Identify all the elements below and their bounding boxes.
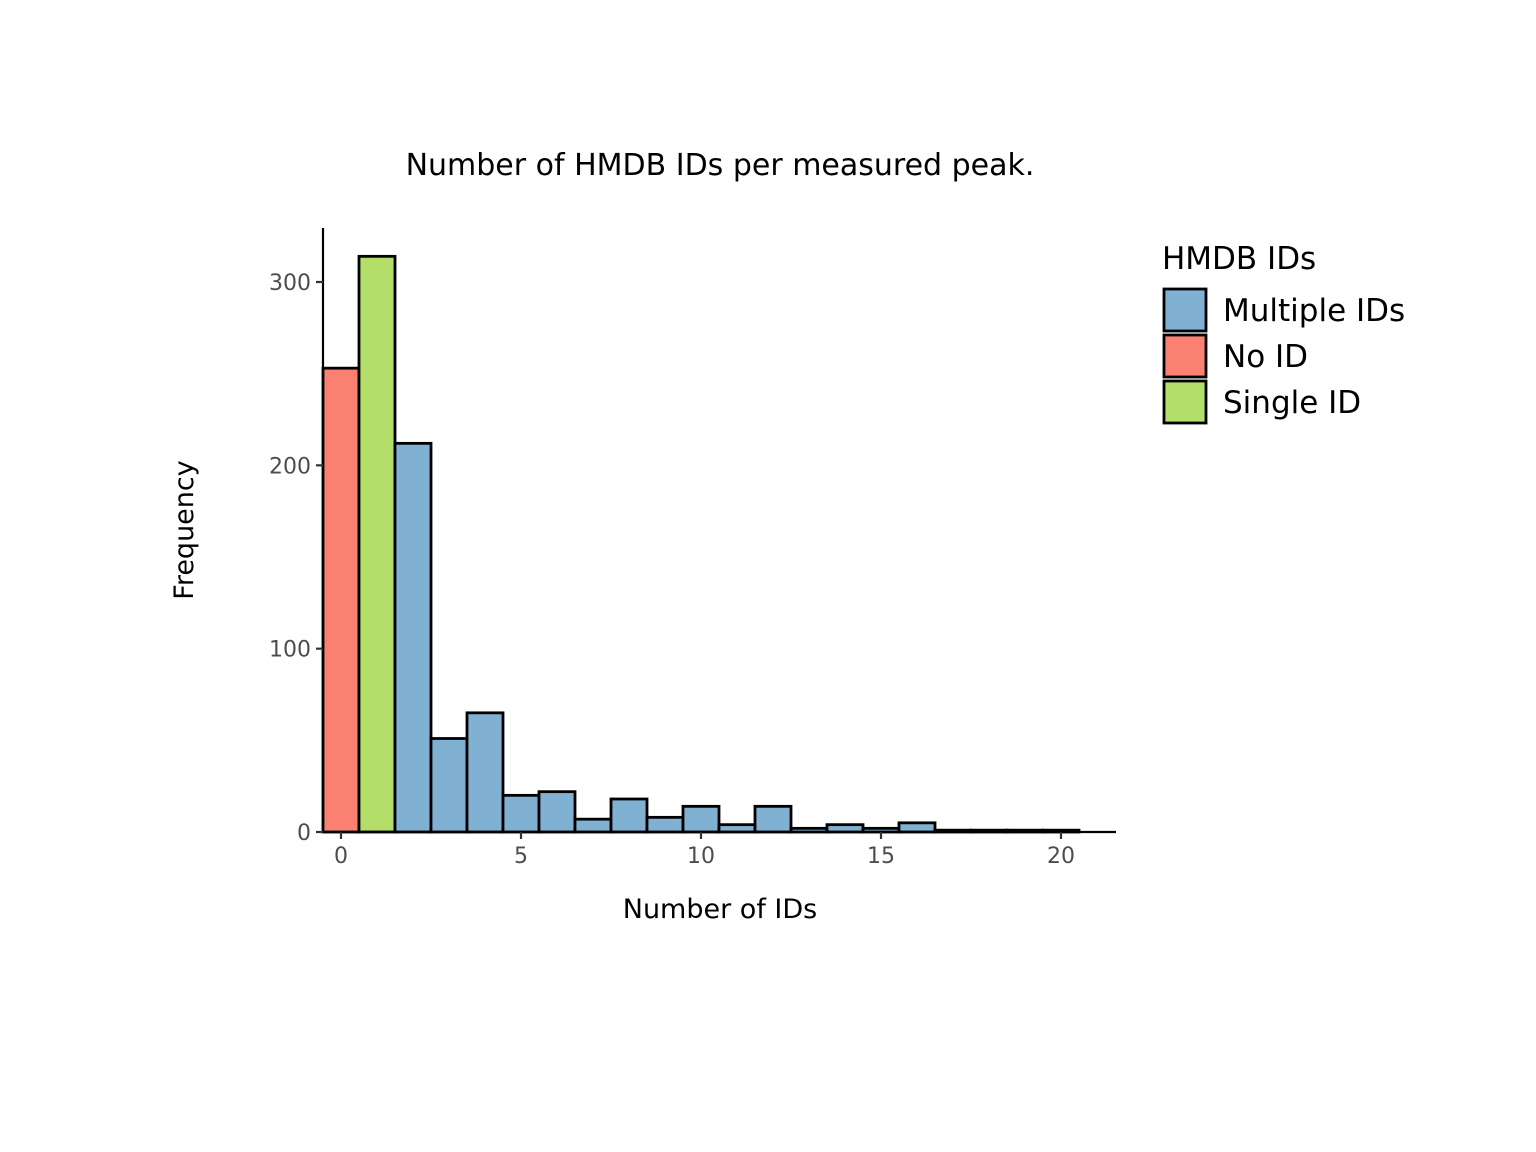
bar-0 (321, 366, 361, 834)
legend-swatch (1162, 333, 1208, 379)
y-axis-ticks: 0 100 200 300 (269, 271, 323, 846)
bar-6 (537, 790, 577, 834)
y-tick-label: 100 (269, 638, 311, 663)
bar-7 (573, 817, 613, 834)
legend-label: Multiple IDs (1223, 293, 1405, 329)
y-tick-label: 200 (269, 454, 311, 479)
y-tick-label: 0 (297, 821, 311, 846)
legend-entries: Multiple IDs No ID Single ID (1162, 287, 1405, 425)
legend-title: HMDB IDs (1162, 241, 1316, 277)
legend-swatch (1162, 287, 1208, 333)
x-tick-label: 20 (1047, 844, 1075, 869)
legend: HMDB IDs Multiple IDs No ID Single ID (1162, 241, 1405, 425)
bar-16 (897, 821, 937, 834)
x-tick-label: 5 (514, 844, 528, 869)
bar-1 (357, 254, 397, 834)
x-tick-label: 0 (334, 844, 348, 869)
bar-12 (753, 804, 793, 834)
y-tick-label: 300 (269, 271, 311, 296)
x-axis-label: Number of IDs (623, 894, 817, 925)
bar-10 (681, 804, 721, 834)
legend-swatch (1162, 379, 1208, 425)
x-tick-label: 10 (687, 844, 715, 869)
bar-2 (393, 441, 433, 834)
legend-label: No ID (1223, 339, 1308, 375)
x-axis-ticks: 0 5 10 15 20 (334, 832, 1075, 869)
bar-8 (609, 797, 649, 834)
legend-label: Single ID (1223, 385, 1361, 421)
bar-5 (501, 793, 541, 834)
chart-title: Number of HMDB IDs per measured peak. (406, 148, 1035, 183)
bar-9 (645, 815, 685, 834)
bar-4 (465, 711, 505, 834)
bar-3 (429, 737, 469, 834)
x-tick-label: 15 (867, 844, 895, 869)
y-axis-label: Frequency (169, 460, 200, 600)
bars-group (321, 254, 1081, 834)
